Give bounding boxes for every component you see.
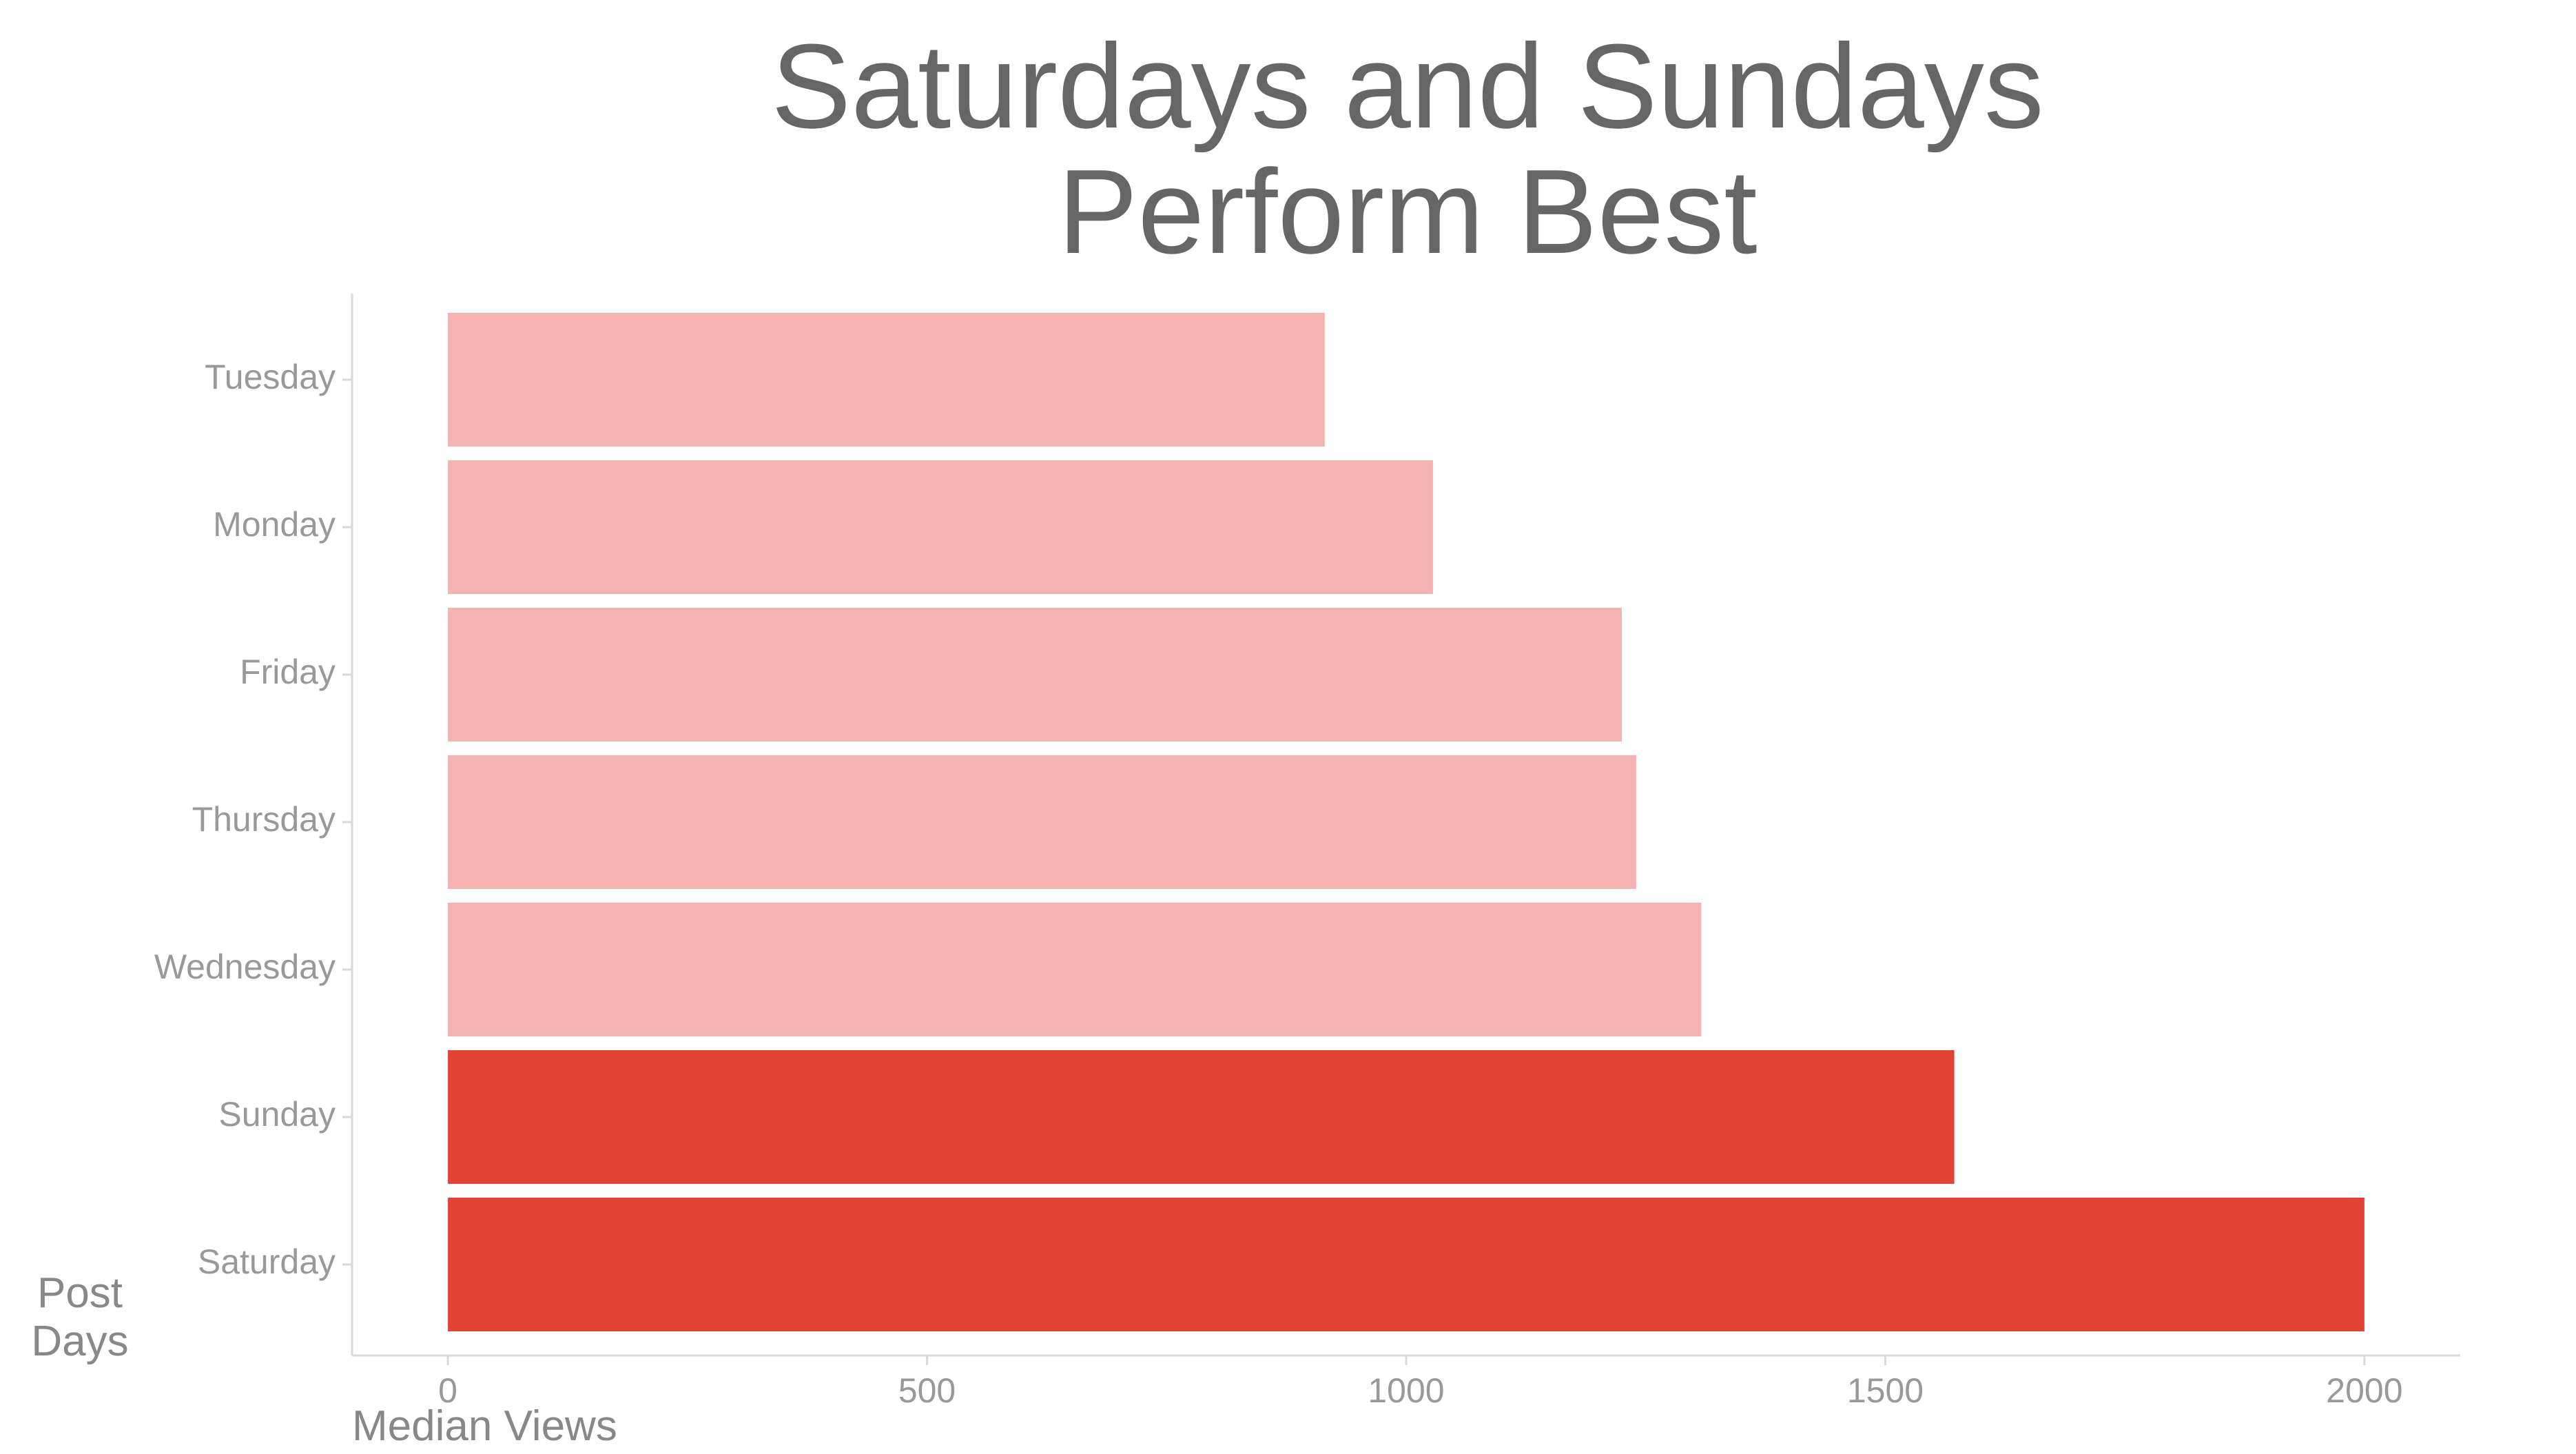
x-axis-title: Median Views: [352, 1402, 617, 1450]
x-axis-ticks: 0 500 1000 1500 2000: [438, 1355, 2403, 1410]
y-axis-title-line-2: Days: [31, 1318, 128, 1365]
category-label-thursday: Thursday: [192, 800, 336, 839]
category-label-monday: Monday: [213, 505, 336, 544]
x-tick-label-1000: 1000: [1368, 1371, 1444, 1410]
category-labels: Tuesday Monday Friday Thursday Wednesday Sund…: [154, 358, 352, 1281]
bar-monday: [448, 460, 1433, 594]
x-tick-label-500: 500: [898, 1371, 956, 1410]
x-tick-label-2000: 2000: [2326, 1371, 2402, 1410]
category-label-sunday: Sunday: [218, 1095, 336, 1134]
bar-friday: [448, 608, 1622, 741]
bar-saturday: [448, 1198, 2364, 1331]
chart-title-line-1: Saturdays and Sundays: [771, 19, 2044, 153]
category-label-tuesday: Tuesday: [205, 358, 336, 396]
y-axis-title-line-1: Post: [37, 1269, 123, 1317]
x-tick-label-0: 0: [438, 1371, 457, 1410]
bar-wednesday: [448, 903, 1702, 1036]
bar-tuesday: [448, 313, 1325, 447]
bar-thursday: [448, 755, 1636, 889]
category-label-friday: Friday: [240, 653, 336, 691]
bars-group: [448, 313, 2364, 1331]
category-label-saturday: Saturday: [198, 1242, 336, 1281]
bar-sunday: [448, 1050, 1955, 1184]
x-tick-label-1500: 1500: [1847, 1371, 1924, 1410]
category-label-wednesday: Wednesday: [154, 948, 336, 986]
chart-title-line-2: Perform Best: [1058, 144, 1757, 278]
